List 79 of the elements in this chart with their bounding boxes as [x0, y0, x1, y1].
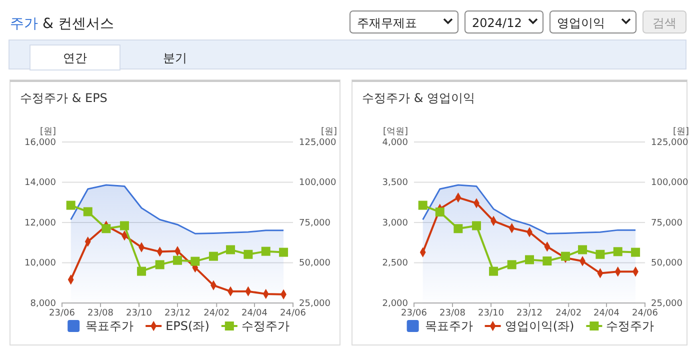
text: 연간	[63, 51, 87, 65]
y2-tick-label: 100,000	[299, 178, 336, 188]
y-axis-title: [원]	[40, 127, 56, 137]
text: 영업이익	[557, 16, 605, 30]
point	[525, 255, 534, 264]
y2-tick-label: 25,000	[651, 298, 683, 309]
point	[244, 250, 253, 259]
x-tick-label: 23/06	[401, 308, 428, 318]
x-tick-label: 23/08	[88, 308, 114, 318]
chart-title: 수정주가 & EPS	[20, 91, 108, 105]
x-tick-label: 24/04	[594, 308, 620, 318]
text: 주가 & 컨센서스	[10, 16, 114, 32]
point	[489, 266, 498, 276]
y-tick-label: 12,000	[24, 218, 56, 228]
y2-axis-title: [원]	[672, 127, 689, 137]
y2-axis-title: [원]	[320, 127, 337, 137]
point	[418, 200, 428, 210]
point	[137, 266, 146, 276]
x-tick-label: 23/10	[478, 308, 504, 318]
x-tick-label: 23/08	[440, 308, 466, 318]
point	[435, 208, 444, 217]
y-tick-label: 8,000	[30, 298, 56, 309]
text: 2024/12	[472, 16, 522, 30]
x-tick-label: 23/10	[126, 308, 152, 318]
y2-tick-label: 50,000	[651, 258, 683, 269]
x-tick-label: 23/12	[164, 308, 190, 318]
point	[613, 247, 622, 256]
y-tick-label: 14,000	[24, 178, 56, 188]
y-tick-label: 3,500	[382, 178, 408, 188]
y2-tick-label: 75,000	[299, 218, 331, 228]
y-tick-label: 16,000	[24, 138, 56, 148]
point	[102, 224, 111, 234]
legend-label: 영업이익(좌)	[504, 319, 574, 333]
point	[120, 221, 129, 230]
point	[279, 248, 288, 257]
y-tick-label: 3,000	[382, 218, 408, 228]
y-axis-title: [억원]	[382, 127, 408, 137]
text: 주재무제표	[357, 16, 417, 30]
point	[578, 245, 588, 254]
y-tick-label: 4,000	[382, 138, 408, 148]
x-tick-label: 23/12	[516, 308, 542, 318]
legend-label: 수정주가	[241, 319, 290, 333]
x-tick-label: 24/04	[242, 308, 268, 318]
point	[190, 256, 200, 266]
point	[83, 207, 92, 216]
y-tick-label: 2,000	[382, 298, 408, 309]
legend-label: 수정주가	[606, 319, 654, 333]
text: 분기	[163, 51, 187, 65]
y-tick-label: 2,500	[382, 258, 408, 269]
y2-tick-label: 25,000	[299, 298, 331, 309]
point	[542, 256, 552, 266]
y2-tick-label: 50,000	[299, 258, 331, 269]
x-tick-label: 24/06	[280, 308, 306, 318]
point	[155, 260, 164, 270]
point	[261, 246, 270, 256]
legend-label: 목표주가	[86, 319, 134, 333]
y-tick-label: 10,000	[24, 258, 56, 269]
x-tick-label: 24/02	[204, 308, 230, 318]
chart-title: 수정주가 & 영업이익	[362, 91, 475, 105]
x-tick-label: 24/02	[556, 308, 582, 318]
point	[507, 260, 516, 270]
point	[454, 224, 463, 234]
legend-label: 목표주가	[424, 319, 473, 333]
point	[560, 252, 570, 261]
point	[226, 245, 236, 254]
text: 검색	[652, 16, 676, 30]
point	[208, 252, 218, 261]
y2-tick-label: 100,000	[651, 178, 688, 188]
legend-label: EPS(좌)	[166, 319, 210, 333]
point	[596, 250, 605, 259]
x-tick-label: 24/06	[632, 308, 658, 318]
point	[631, 248, 640, 257]
x-tick-label: 23/06	[49, 308, 76, 318]
point	[173, 256, 182, 265]
y2-tick-label: 125,000	[299, 138, 336, 148]
point	[472, 221, 481, 230]
point	[66, 200, 76, 210]
y2-tick-label: 75,000	[651, 218, 683, 228]
y2-tick-label: 125,000	[651, 138, 688, 148]
